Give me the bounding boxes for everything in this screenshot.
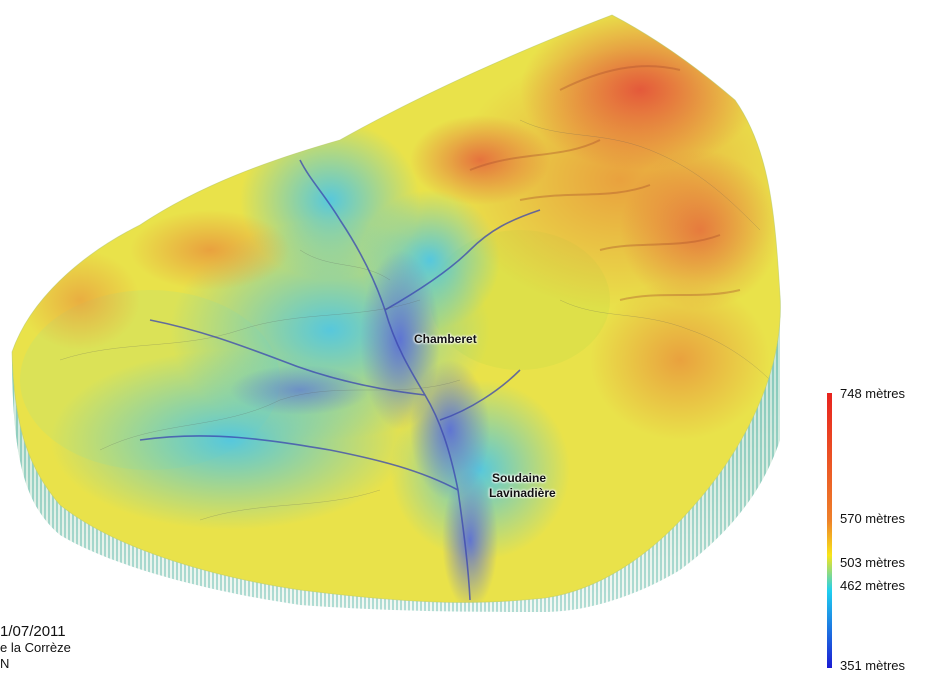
place-label-soudaine: Soudaine: [492, 471, 547, 485]
terrain-surface: [12, 15, 781, 603]
credits-agency: N: [0, 656, 10, 671]
credits-date: 1/07/2011: [0, 623, 66, 640]
legend-label-462: 462 mètres: [840, 578, 906, 593]
legend-label-503: 503 mètres: [840, 555, 906, 570]
legend-label-570: 570 mètres: [840, 511, 906, 526]
credits-source: e la Corrèze: [0, 640, 71, 655]
place-label-lavinadiere: Lavinadière: [489, 486, 556, 500]
credits-block: 1/07/2011 e la Corrèze N: [0, 624, 71, 672]
legend-label-748: 748 mètres: [840, 386, 906, 401]
elevation-legend-bar: [827, 393, 832, 668]
legend-label-351: 351 mètres: [840, 658, 906, 673]
place-label-chamberet: Chamberet: [414, 332, 477, 346]
